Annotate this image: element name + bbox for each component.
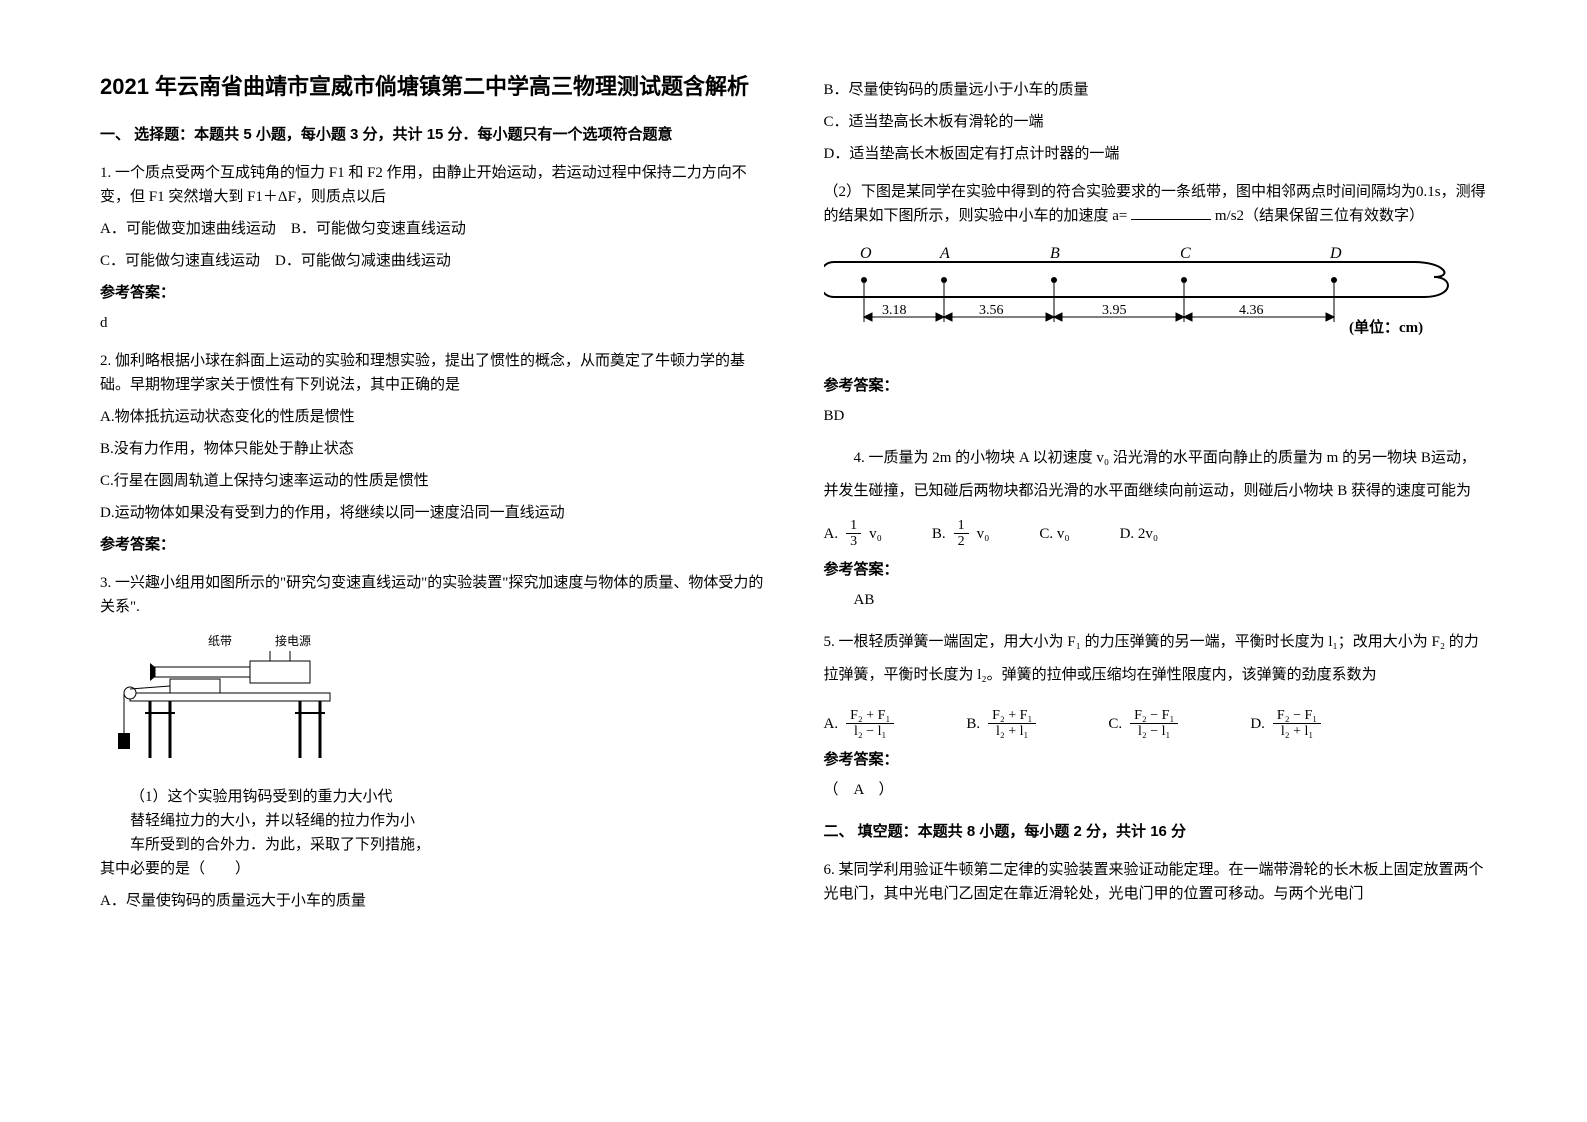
q4-ans-label: 参考答案： (824, 558, 1488, 582)
q1-ans: d (100, 311, 764, 335)
q2-opt-c: C.行星在圆周轨道上保持匀速率运动的性质是惯性 (100, 469, 764, 493)
tape-C: C (1180, 245, 1191, 262)
q3-ans: BD (824, 404, 1488, 428)
q1-opt-cd: C．可能做匀速直线运动 D．可能做匀减速曲线运动 (100, 249, 764, 273)
q2-opt-a: A.物体抵抗运动状态变化的性质是惯性 (100, 405, 764, 429)
q3-p1-l2: 替轻绳拉力的大小，并以轻绳的拉力作为小 (100, 809, 764, 833)
question-3: 3. 一兴趣小组用如图所示的"研究匀变速直线运动"的实验装置"探究加速度与物体的… (100, 571, 764, 913)
question-6: 6. 某同学利用验证牛顿第二定律的实验装置来验证动能定理。在一端带滑轮的长木板上… (824, 858, 1488, 906)
q5-ans-label: 参考答案： (824, 748, 1488, 772)
question-4: 4. 一质量为 2m 的小物块 A 以初速度 v₀ 沿光滑的水平面向静止的质量为… (824, 442, 1488, 612)
q3-opt-c: C．适当垫高长木板有滑轮的一端 (824, 110, 1488, 134)
q5-stem: 5. 一根轻质弹簧一端固定，用大小为 F₁ 的力压弹簧的另一端，平衡时长度为 l… (824, 626, 1488, 692)
q5-opt-b: B. F₂ + F₁l₂ + l₁ (966, 708, 1038, 740)
q2-opt-b: B.没有力作用，物体只能处于静止状态 (100, 437, 764, 461)
q4-options: A. 13 v₀ B. 12 v₀ C. v₀ D. 2v₀ (824, 518, 1488, 550)
q3-blank (1131, 205, 1211, 220)
q3-ans-label: 参考答案： (824, 374, 1488, 398)
socket-label: 接电源 (275, 633, 311, 648)
q1-opt-ab: A．可能做变加速曲线运动 B．可能做匀变速直线运动 (100, 217, 764, 241)
q4-stem: 4. 一质量为 2m 的小物块 A 以初速度 v₀ 沿光滑的水平面向静止的质量为… (824, 442, 1488, 508)
q5-opt-c: C. F₂ − F₁l₂ − l₁ (1108, 708, 1180, 740)
section1-head: 一、 选择题：本题共 5 小题，每小题 3 分，共计 15 分．每小题只有一个选… (100, 123, 764, 147)
tape-unit: (单位：cm) (1349, 318, 1423, 336)
question-2: 2. 伽利略根据小球在斜面上运动的实验和理想实验，提出了惯性的概念，从而奠定了牛… (100, 349, 764, 557)
q5-ans: （ A ） (824, 778, 1488, 802)
q3-p2-tail: m/s2（结果保留三位有效数字） (1215, 208, 1424, 224)
q2-opt-d: D.运动物体如果没有受到力的作用，将继续以同一速度沿同一直线运动 (100, 501, 764, 525)
q3-p1-l3: 车所受到的合外力．为此，采取了下列措施， (100, 833, 764, 857)
q3-opt-b: B．尽量使钩码的质量远小于小车的质量 (824, 78, 1488, 102)
q5-options: A. F₂ + F₁l₂ − l₁ B. F₂ + F₁l₂ + l₁ C. F… (824, 708, 1488, 740)
tape-label: 纸带 (208, 634, 232, 648)
q3-opt-a: A．尽量使钩码的质量远大于小车的质量 (100, 889, 764, 913)
q4-ans: AB (824, 588, 1488, 612)
q6-stem: 6. 某同学利用验证牛顿第二定律的实验装置来验证动能定理。在一端带滑轮的长木板上… (824, 858, 1488, 906)
q5-opt-d: D. F₂ − F₁l₂ + l₁ (1250, 708, 1323, 740)
q3-opt-d: D．适当垫高长木板固定有打点计时器的一端 (824, 142, 1488, 166)
q4-opt-c: C. v₀ (1039, 518, 1069, 550)
q3-part2: （2）下图是某同学在实验中得到的符合实验要求的一条纸带，图中相邻两点时间间隔均为… (824, 180, 1488, 228)
q4-opt-a: A. 13 v₀ (824, 518, 882, 550)
section2-head: 二、 填空题：本题共 8 小题，每小题 2 分，共计 16 分 (824, 820, 1488, 844)
q1-ans-label: 参考答案： (100, 281, 764, 305)
tape-v1: 3.18 (882, 303, 907, 318)
q3-p1-l4: 其中必要的是（ ） (100, 857, 764, 881)
q5-opt-a: A. F₂ + F₁l₂ − l₁ (824, 708, 897, 740)
q2-ans-label: 参考答案： (100, 533, 764, 557)
doc-title: 2021 年云南省曲靖市宣威市倘塘镇第二中学高三物理测试题含解析 (100, 70, 764, 103)
question-5: 5. 一根轻质弹簧一端固定，用大小为 F₁ 的力压弹簧的另一端，平衡时长度为 l… (824, 626, 1488, 802)
tape-v4: 4.36 (1239, 303, 1264, 318)
q3-stem: 3. 一兴趣小组用如图所示的"研究匀变速直线运动"的实验装置"探究加速度与物体的… (100, 571, 764, 619)
tape-figure: O A B C D (824, 242, 1488, 360)
tape-B: B (1050, 245, 1060, 262)
q3-p1-l1: （1）这个实验用钩码受到的重力大小代 (100, 785, 764, 809)
q4-opt-b: B. 12 v₀ (932, 518, 990, 550)
question-1: 1. 一个质点受两个互成钝角的恒力 F1 和 F2 作用，由静止开始运动，若运动… (100, 161, 764, 335)
q4-opt-d: D. 2v₀ (1120, 518, 1159, 550)
tape-D: D (1329, 245, 1342, 262)
experiment-figure: 纸带 接电源 (100, 633, 764, 771)
q1-stem: 1. 一个质点受两个互成钝角的恒力 F1 和 F2 作用，由静止开始运动，若运动… (100, 161, 764, 209)
q2-stem: 2. 伽利略根据小球在斜面上运动的实验和理想实验，提出了惯性的概念，从而奠定了牛… (100, 349, 764, 397)
tape-A: A (939, 245, 950, 262)
tape-O: O (860, 245, 872, 262)
tape-v3: 3.95 (1102, 303, 1127, 318)
tape-v2: 3.56 (979, 303, 1004, 318)
